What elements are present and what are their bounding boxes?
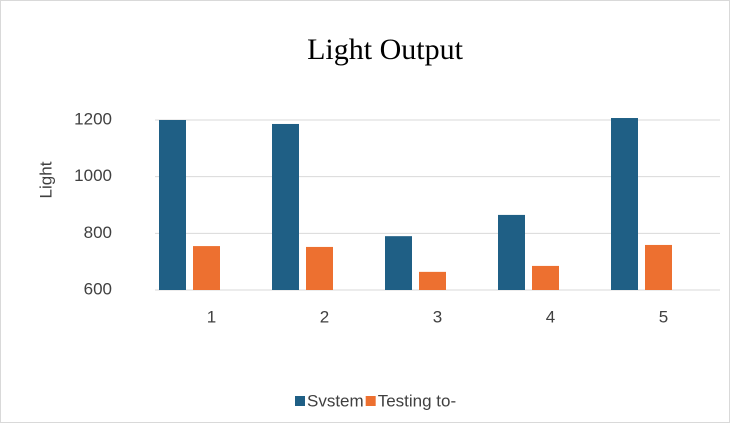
bar — [272, 123, 299, 290]
bar — [306, 246, 333, 290]
x-tick-label: 2 — [320, 307, 329, 326]
chart-title: Light Output — [307, 33, 463, 66]
bar — [159, 120, 186, 290]
legend-swatch — [295, 396, 305, 406]
bar — [611, 118, 638, 291]
y-tick-label: 1200 — [74, 109, 112, 128]
legend-label: Testing to- — [378, 391, 456, 410]
legend-swatch — [365, 396, 376, 406]
y-tick-label: 600 — [84, 279, 112, 298]
y-tick-label: 1000 — [74, 166, 112, 185]
x-tick-label: 1 — [207, 307, 216, 326]
legend-label: Svstem — [307, 391, 364, 410]
y-tick-label: 800 — [84, 223, 112, 242]
x-tick-label: 3 — [433, 307, 442, 326]
x-tick-label: 5 — [659, 307, 668, 326]
bar — [498, 214, 525, 290]
bar — [532, 265, 559, 290]
y-axis-label: Light — [36, 161, 55, 198]
bar — [193, 246, 220, 290]
x-tick-label: 4 — [546, 307, 555, 326]
bar — [645, 244, 672, 290]
bar — [385, 236, 412, 290]
bar — [419, 271, 446, 290]
